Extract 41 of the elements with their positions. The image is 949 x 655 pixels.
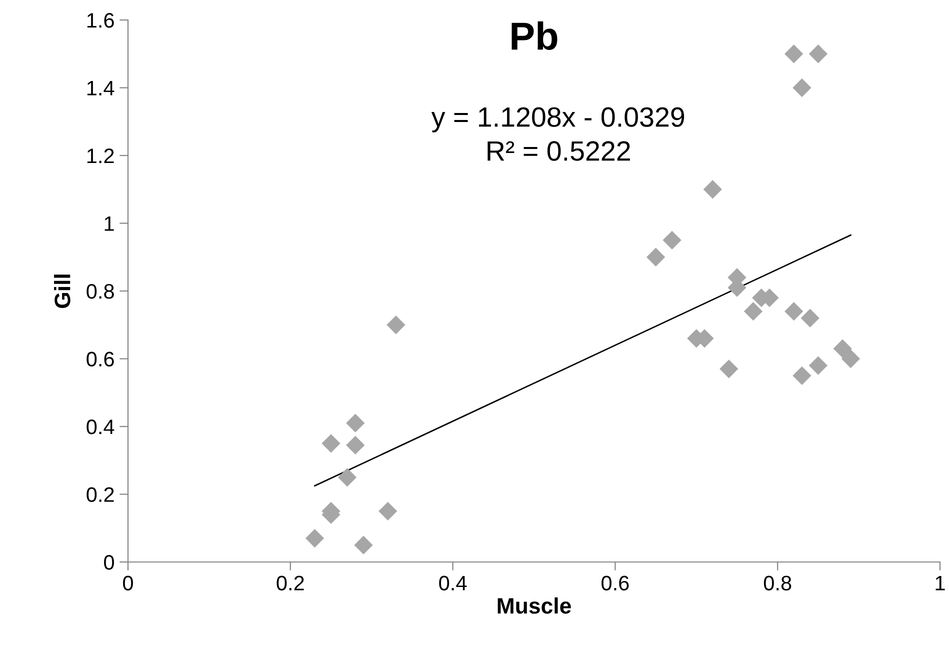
point xyxy=(808,356,828,375)
x-tick-label: 0.4 xyxy=(439,576,467,590)
point xyxy=(662,230,682,250)
x-axis-title: Muscle xyxy=(498,597,571,614)
y-tick-label: 0.6 xyxy=(86,352,114,367)
point xyxy=(346,414,365,432)
point xyxy=(386,316,406,334)
y-tick-label: 0 xyxy=(104,555,114,570)
point xyxy=(338,468,357,487)
point xyxy=(744,302,763,321)
x-tick-label: 0.2 xyxy=(276,576,304,590)
y-tick-label: 0.2 xyxy=(86,487,114,502)
point xyxy=(703,180,722,199)
point xyxy=(354,536,373,554)
point xyxy=(833,339,852,358)
point xyxy=(346,436,365,454)
point xyxy=(322,434,340,453)
y-tick-label: 0.4 xyxy=(86,420,114,434)
x-tick-label: 0.8 xyxy=(764,576,792,590)
point xyxy=(646,248,666,266)
x-tick-label: 0 xyxy=(123,576,133,590)
x-tick-label: 1 xyxy=(936,576,945,590)
y-tick-label: 1 xyxy=(104,216,114,231)
point xyxy=(808,44,828,64)
point xyxy=(841,349,860,368)
point xyxy=(378,502,398,521)
y-tick-label: 1.2 xyxy=(87,148,114,164)
y-tick-label: 1.4 xyxy=(87,80,114,96)
y-tick-label: 0.8 xyxy=(86,284,114,299)
point xyxy=(305,528,324,548)
chart-title: Pb xyxy=(512,21,558,50)
point xyxy=(792,78,812,98)
point xyxy=(720,360,738,378)
point xyxy=(800,308,820,328)
point xyxy=(784,44,804,64)
point xyxy=(792,366,812,386)
annotation: y = 1.1208x - 0.0329 R² = 0.5222 xyxy=(431,107,684,161)
y-tick-label: 1.6 xyxy=(87,13,114,28)
x-tick-label: 0.6 xyxy=(602,576,629,590)
y-axis-title: Gill xyxy=(54,274,70,308)
point xyxy=(784,302,804,321)
